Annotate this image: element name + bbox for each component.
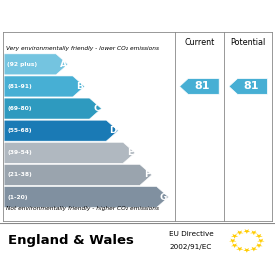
Text: (39-54): (39-54): [7, 150, 32, 155]
Polygon shape: [4, 187, 169, 207]
Text: (69-80): (69-80): [7, 106, 32, 111]
Polygon shape: [180, 79, 219, 94]
Polygon shape: [4, 142, 135, 163]
Text: 2002/91/EC: 2002/91/EC: [169, 244, 211, 250]
Text: (55-68): (55-68): [7, 128, 32, 133]
Text: C: C: [94, 104, 100, 113]
Polygon shape: [4, 164, 152, 186]
Polygon shape: [231, 243, 238, 248]
Text: 81: 81: [195, 82, 210, 91]
Text: Not environmentally friendly - higher CO₂ emissions: Not environmentally friendly - higher CO…: [6, 206, 158, 211]
Polygon shape: [243, 229, 251, 234]
Polygon shape: [236, 230, 243, 235]
Text: B: B: [76, 82, 83, 91]
Text: G: G: [160, 192, 167, 201]
Text: Current: Current: [184, 38, 214, 47]
Polygon shape: [250, 247, 257, 252]
Polygon shape: [243, 248, 251, 253]
Text: 81: 81: [244, 82, 259, 91]
Text: (1-20): (1-20): [7, 195, 28, 199]
Polygon shape: [4, 98, 101, 119]
Polygon shape: [257, 239, 265, 243]
Text: (81-91): (81-91): [7, 84, 32, 89]
Polygon shape: [255, 234, 263, 239]
Polygon shape: [250, 230, 257, 235]
Polygon shape: [229, 239, 236, 243]
Polygon shape: [236, 247, 243, 252]
Polygon shape: [229, 79, 267, 94]
Text: Very environmentally friendly - lower CO₂ emissions: Very environmentally friendly - lower CO…: [6, 46, 158, 51]
Text: EU Directive: EU Directive: [169, 231, 214, 237]
Text: D: D: [109, 126, 117, 135]
Text: Environmental Impact (CO₂) Rating: Environmental Impact (CO₂) Rating: [21, 8, 254, 21]
Text: (21-38): (21-38): [7, 172, 32, 178]
Text: Potential: Potential: [230, 38, 266, 47]
Text: A: A: [59, 60, 67, 69]
Text: England & Wales: England & Wales: [8, 234, 134, 247]
Text: F: F: [144, 170, 150, 179]
Text: (92 plus): (92 plus): [7, 62, 38, 67]
Polygon shape: [231, 234, 238, 239]
Polygon shape: [4, 120, 118, 141]
Polygon shape: [4, 54, 68, 75]
Polygon shape: [4, 76, 85, 97]
Text: E: E: [128, 148, 134, 157]
Polygon shape: [255, 243, 263, 248]
